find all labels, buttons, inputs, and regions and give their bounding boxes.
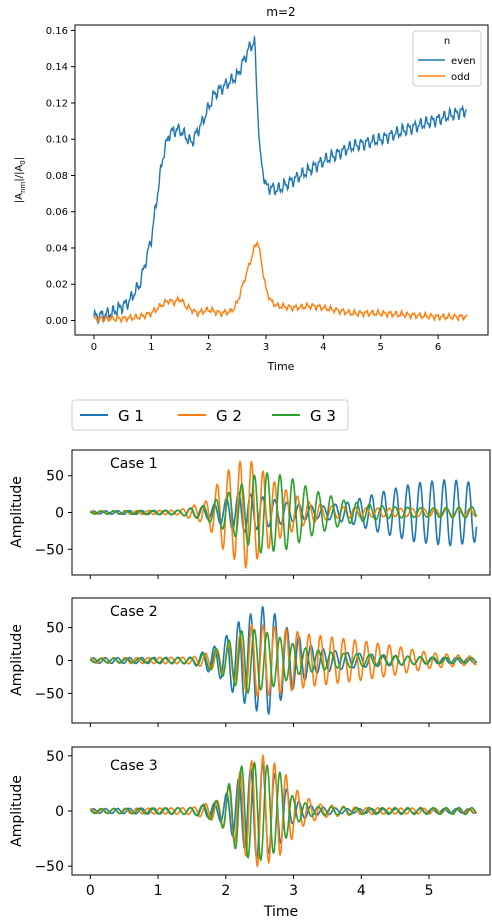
bottom-x-axis-label: Time — [263, 904, 298, 920]
panel-label-case-2: Case 2 — [110, 604, 158, 620]
legend-label-g2: G 2 — [216, 407, 242, 425]
y-tick-label: −50 — [34, 859, 64, 875]
y-tick-label: 0.12 — [46, 98, 68, 109]
y-tick-label: 50 — [46, 621, 64, 637]
y-axis-label-case-1: Amplitude — [9, 476, 25, 548]
y-tick-label: 0 — [55, 506, 64, 522]
panel-case-1: Case 1 −50 0 50 Amplitude — [9, 449, 491, 579]
y-tick-label: 50 — [46, 469, 64, 485]
series-line-g3 — [89, 628, 477, 694]
series-line-odd — [93, 240, 468, 324]
x-tick-label: 1 — [148, 342, 154, 353]
y-tick-label: 0 — [55, 654, 64, 670]
x-tick-label: 1 — [154, 883, 163, 899]
y-tick-label: 50 — [46, 749, 64, 765]
y-tick-label: 0 — [55, 804, 64, 820]
legend-label-even: even — [451, 56, 476, 67]
y-tick-label: 0.14 — [46, 62, 68, 73]
series-line-even — [93, 36, 467, 325]
x-tick-label: 4 — [320, 342, 326, 353]
series-line-g3 — [89, 471, 478, 555]
top-x-axis-label: Time — [267, 360, 295, 373]
top-y-axis-label: |Anm|/|A0| — [14, 157, 27, 203]
panel-label-case-3: Case 3 — [110, 758, 158, 774]
x-tick-label: 0 — [86, 883, 95, 899]
x-tick-label: 5 — [425, 883, 434, 899]
x-tick-label: 5 — [378, 342, 384, 353]
legend-title: n — [444, 36, 450, 47]
y-axis-label-case-3: Amplitude — [9, 775, 25, 847]
panel-case-3: Case 3 −500500123456 Amplitude Time — [9, 746, 491, 920]
y-axis-label-case-2: Amplitude — [9, 624, 25, 696]
panel-case-2: Case 2 −50 0 50 Amplitude — [9, 597, 491, 727]
top-plot-frame — [74, 24, 489, 336]
y-tick-label: 0.04 — [46, 243, 68, 254]
legend-label-g1: G 1 — [118, 407, 144, 425]
legend-label-g3: G 3 — [310, 407, 336, 425]
x-tick-label: 0 — [91, 342, 97, 353]
x-tick-label: 2 — [205, 342, 211, 353]
series-line-g3 — [89, 761, 478, 862]
x-tick-label: 4 — [357, 883, 366, 899]
panel-label-case-1: Case 1 — [110, 456, 158, 472]
y-tick-label: 0.10 — [46, 135, 68, 146]
top-chart: m=2 0 1 2 3 4 5 6 0.00 0.02 0.04 0.06 0.08 0.10 0.12… — [14, 5, 489, 373]
x-tick-label: 3 — [263, 342, 269, 353]
y-tick-label: 0.06 — [46, 207, 68, 218]
legend-label-odd: odd — [451, 72, 470, 83]
bottom-legend: G 1 G 2 G 3 — [71, 399, 349, 431]
y-tick-label: −50 — [34, 542, 64, 558]
y-tick-label: −50 — [34, 686, 64, 702]
y-tick-label: 0.00 — [46, 316, 68, 327]
x-tick-label: 2 — [221, 883, 230, 899]
y-tick-label: 0.08 — [46, 171, 68, 182]
chart-title: m=2 — [266, 5, 295, 19]
x-tick-label: 6 — [435, 342, 441, 353]
top-legend: n even odd — [412, 30, 482, 87]
x-tick-label: 3 — [289, 883, 298, 899]
y-tick-label: 0.02 — [46, 280, 68, 291]
y-tick-label: 0.16 — [46, 26, 68, 37]
